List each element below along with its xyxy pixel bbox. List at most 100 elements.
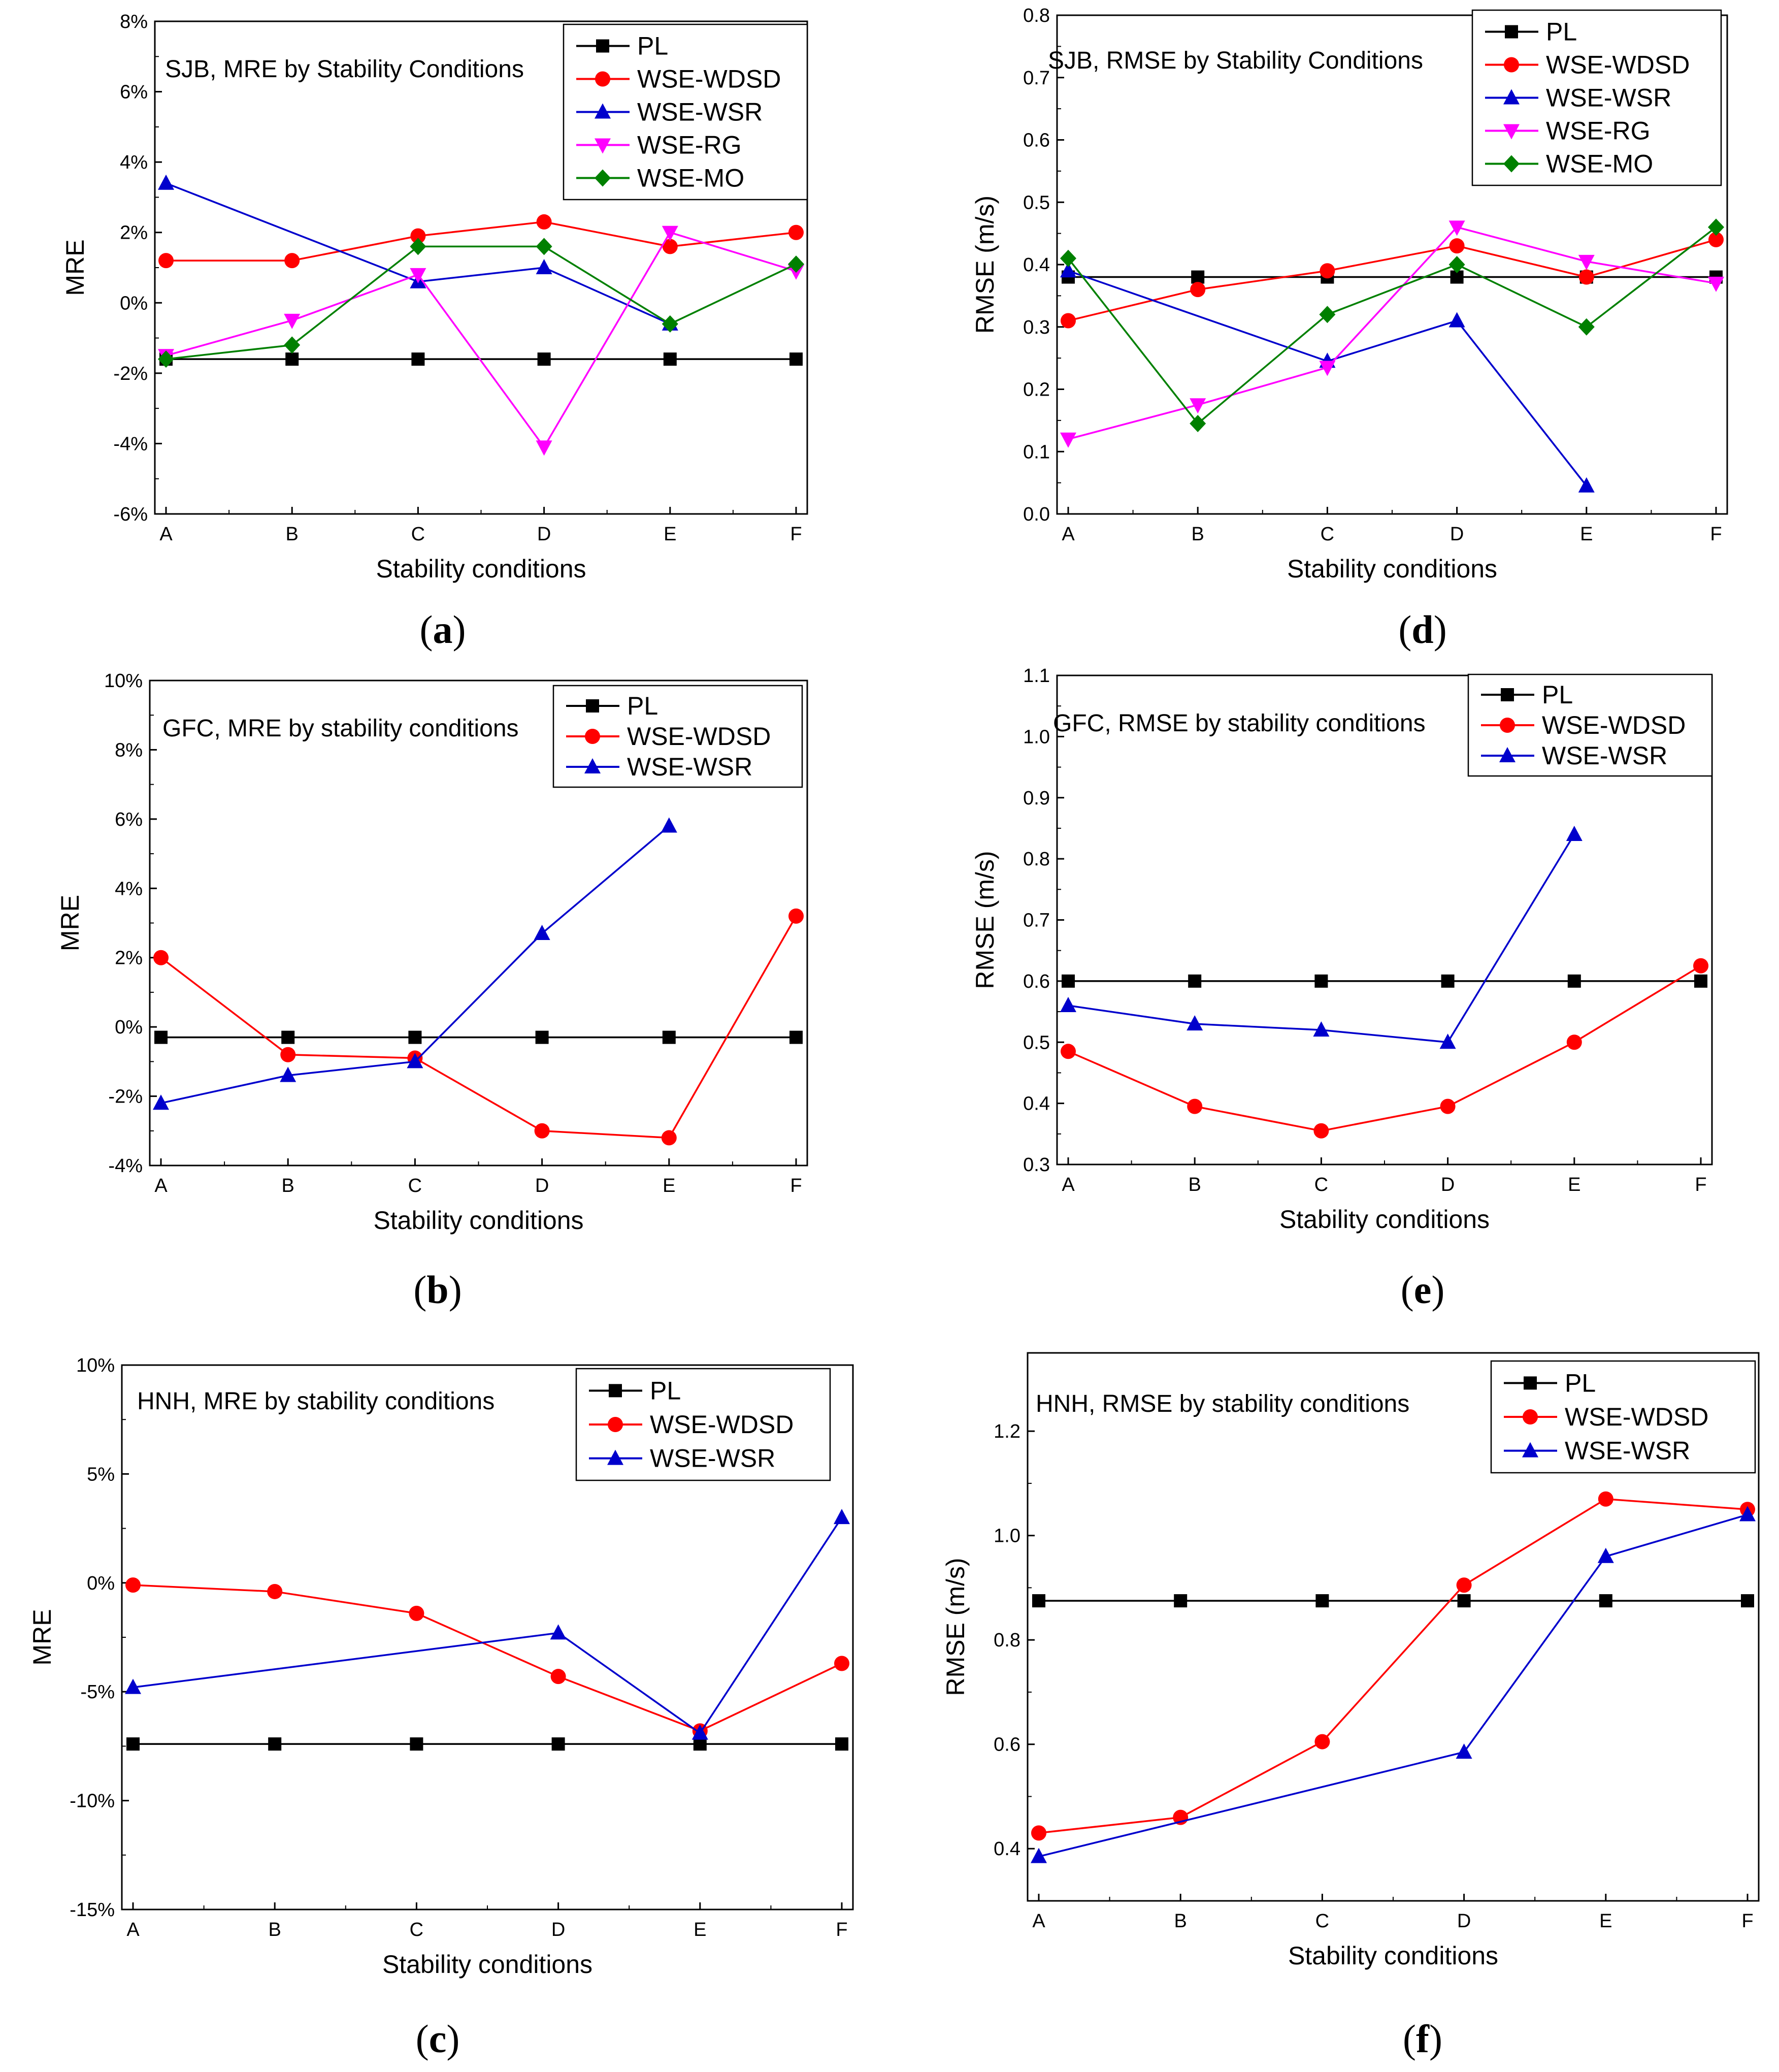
panel-label-f: (f) <box>1403 2017 1442 2061</box>
data-point-pl-d <box>1191 270 1205 284</box>
data-point-wse-wdsd-e <box>1440 1098 1456 1114</box>
y-tick-label-e: 0.4 <box>1023 1093 1050 1115</box>
data-point-pl-e <box>1567 974 1581 988</box>
y-tick-label-a: 4% <box>120 152 148 173</box>
series-line-wse-wdsd-b <box>160 915 797 1139</box>
data-point-pl-c <box>126 1737 140 1751</box>
y-axis-title-d: RMSE (m/s) <box>971 196 999 334</box>
x-tick-label-f: D <box>1457 1911 1471 1932</box>
data-point-wse-wdsd-c <box>834 1656 849 1671</box>
legend-label-wse-wsr-d: WSE-WSR <box>1546 84 1671 112</box>
data-point-wse-rg-d <box>1448 220 1465 236</box>
panel-label-c: (c) <box>415 2017 460 2061</box>
y-tick-label-c: 10% <box>76 1355 115 1376</box>
legend-label-pl-b: PL <box>627 692 658 720</box>
y-tick-label-f: 1.0 <box>994 1526 1020 1547</box>
data-point-wse-wsr-b <box>280 1066 296 1082</box>
panel-label-d: (d) <box>1398 607 1447 652</box>
data-point-wse-wsr-f <box>1456 1743 1472 1759</box>
x-tick-label-f: B <box>1174 1911 1187 1932</box>
data-point-wse-wsr-b <box>661 817 677 833</box>
x-tick-label-b: E <box>663 1175 675 1196</box>
y-tick-label-e: 0.6 <box>1023 971 1050 992</box>
y-axis-title-f: RMSE (m/s) <box>941 1558 970 1696</box>
data-point-wse-mo-a <box>788 255 804 273</box>
data-point-wse-wsr-b <box>534 924 550 940</box>
data-point-wse-wdsd-b <box>534 1123 550 1139</box>
x-tick-label-c: F <box>836 1919 847 1940</box>
data-point-wse-wsr-e <box>1060 997 1076 1013</box>
data-point-wse-wsr-c <box>550 1624 567 1640</box>
series-line-wse-wsr-f <box>1038 1513 1748 1858</box>
data-point-wse-wdsd-a <box>662 239 678 254</box>
y-axis-title-a: MRE <box>61 239 89 296</box>
legend-marker-wse-wsr-c <box>607 1449 623 1465</box>
series-line-wse-rg-d <box>1068 226 1717 440</box>
data-point-wse-wdsd-a <box>410 228 426 244</box>
y-tick-label-d: 0.1 <box>1023 441 1050 463</box>
data-point-wse-wsr-c <box>691 1724 708 1740</box>
data-point-wse-wdsd-c <box>409 1605 424 1621</box>
data-point-pl-b <box>154 1030 168 1044</box>
x-tick-label-e: D <box>1441 1174 1455 1195</box>
legend-marker-wse-rg-d <box>1503 124 1520 140</box>
y-tick-label-a: 2% <box>120 222 148 244</box>
data-point-pl-e <box>1314 974 1328 988</box>
x-tick-label-b: F <box>790 1175 802 1196</box>
legend-label-wse-wdsd-e: WSE-WDSD <box>1542 711 1686 739</box>
y-tick-label-f: 0.4 <box>994 1838 1020 1860</box>
y-tick-label-d: 0.2 <box>1023 379 1050 401</box>
data-point-wse-mo-d <box>1708 218 1724 236</box>
series-line-wse-wdsd-f <box>1038 1498 1748 1834</box>
legend-label-wse-wsr-a: WSE-WSR <box>637 98 763 126</box>
chart-svg-c: -15% -10% -5% 0% 5% 10% A B C D E F Stability condit… <box>28 1355 854 1979</box>
data-point-wse-wsr-c <box>834 1509 850 1525</box>
data-point-wse-wdsd-e <box>1187 1098 1203 1114</box>
y-tick-label-b: 8% <box>115 739 143 761</box>
data-point-wse-wsr-a <box>158 174 174 190</box>
legend-label-wse-wsr-f: WSE-WSR <box>1565 1437 1690 1465</box>
chart-title-f: HNH, RMSE by stability conditions <box>1036 1390 1409 1417</box>
chart-svg-b: -4% -2% 0% 2% 4% 6% 8% 10% A B C D E F Stability condi… <box>56 670 808 1235</box>
data-point-pl-b <box>281 1030 295 1044</box>
data-point-pl-c <box>551 1737 565 1751</box>
data-point-pl-c <box>410 1737 423 1751</box>
legend-marker-wse-wsr-d <box>1503 89 1520 105</box>
x-tick-label-f: E <box>1599 1911 1612 1932</box>
data-point-pl-e <box>1062 974 1075 988</box>
y-tick-label-f: 0.8 <box>994 1630 1020 1651</box>
legend-marker-pl-a <box>596 39 609 53</box>
series-line-wse-wdsd-a <box>166 221 797 262</box>
data-point-wse-wdsd-c <box>550 1669 566 1685</box>
chart-title-c: HNH, MRE by stability conditions <box>137 1388 495 1415</box>
chart-title-a: SJB, MRE by Stability Conditions <box>165 56 524 83</box>
data-point-pl-a <box>411 352 425 366</box>
y-tick-label-b: 2% <box>115 948 143 969</box>
data-point-pl-f <box>1599 1594 1612 1608</box>
legend-marker-wse-wdsd-e <box>1500 718 1515 733</box>
legend-marker-pl-e <box>1501 688 1514 701</box>
chart-title-e: GFC, RMSE by stability conditions <box>1053 710 1426 737</box>
y-axis-title-c: MRE <box>28 1609 56 1665</box>
data-point-wse-rg-d <box>1060 432 1076 448</box>
legend-label-wse-rg-a: WSE-RG <box>637 131 742 159</box>
panel-label-b: (b) <box>413 1268 462 1312</box>
data-point-pl-f <box>1741 1594 1754 1608</box>
y-tick-label-d: 0.3 <box>1023 317 1050 338</box>
data-point-wse-wdsd-a <box>284 253 300 269</box>
y-tick-label-b: 0% <box>115 1017 143 1038</box>
data-point-wse-wsr-f <box>1597 1547 1614 1563</box>
data-point-pl-e <box>1188 974 1202 988</box>
data-point-wse-wsr-a <box>536 259 552 274</box>
data-point-wse-rg-d <box>1708 276 1724 292</box>
legend-marker-wse-mo-d <box>1503 155 1520 173</box>
data-point-pl-a <box>285 352 299 366</box>
data-point-wse-wsr-d <box>1448 312 1465 328</box>
y-tick-label-a: -4% <box>113 433 148 455</box>
y-tick-label-e: 0.3 <box>1023 1154 1050 1176</box>
data-point-wse-wdsd-f <box>1598 1491 1613 1507</box>
x-tick-label-f: C <box>1315 1911 1329 1932</box>
x-axis-title-e: Stability conditions <box>1279 1205 1490 1234</box>
x-tick-label-c: B <box>269 1919 281 1940</box>
y-tick-label-f: 0.6 <box>994 1734 1020 1756</box>
